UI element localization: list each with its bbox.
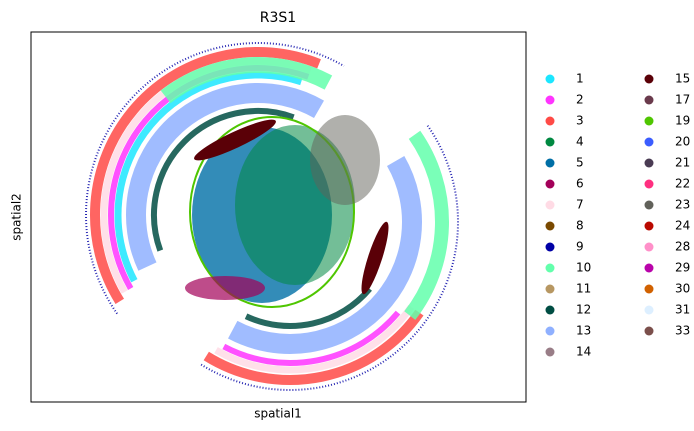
legend-marker — [644, 158, 654, 168]
legend-label: 22 — [675, 177, 690, 191]
tissue-band — [244, 286, 372, 329]
legend-label: 1 — [576, 72, 584, 86]
legend-marker — [644, 221, 654, 231]
legend-label: 7 — [576, 198, 584, 212]
legend-marker — [644, 74, 654, 84]
legend-label: 15 — [675, 72, 690, 86]
legend-label: 13 — [576, 324, 591, 338]
tissue-band — [222, 310, 401, 366]
legend-marker — [545, 284, 555, 294]
legend-label: 14 — [576, 345, 591, 359]
tissue-band — [114, 71, 303, 283]
legend-label: 9 — [576, 240, 584, 254]
tissue-band — [160, 57, 333, 104]
plot-area — [85, 42, 459, 391]
legend-label: 19 — [675, 114, 690, 128]
legend-marker — [644, 95, 654, 105]
legend-label: 21 — [675, 156, 690, 170]
tissue-band — [214, 304, 415, 374]
legend-label: 23 — [675, 198, 690, 212]
tissue-band — [404, 130, 449, 320]
legend-label: 4 — [576, 135, 584, 149]
legend-marker — [545, 326, 555, 336]
legend-marker — [545, 179, 555, 189]
tissue-band — [126, 83, 324, 271]
legend-label: 11 — [576, 282, 591, 296]
legend-marker — [644, 116, 654, 126]
chart-title: R3S1 — [260, 10, 296, 26]
tissue-band — [203, 309, 424, 385]
legend-marker — [545, 221, 555, 231]
legend-marker — [545, 347, 555, 357]
legend-marker — [644, 263, 654, 273]
x-axis-label: spatial1 — [254, 407, 302, 421]
legend-marker — [545, 200, 555, 210]
legend-label: 30 — [675, 282, 690, 296]
legend-marker — [545, 137, 555, 147]
legend-marker — [644, 284, 654, 294]
legend-label: 8 — [576, 219, 584, 233]
legend-marker — [644, 179, 654, 189]
legend-label: 10 — [576, 261, 591, 275]
tissue-band-dark — [194, 119, 276, 161]
legend-label: 29 — [675, 261, 690, 275]
legend-marker — [545, 95, 555, 105]
legend-label: 33 — [675, 324, 690, 338]
legend-label: 5 — [576, 156, 584, 170]
legend-marker — [545, 74, 555, 84]
tissue-region — [185, 276, 265, 300]
legend-label: 6 — [576, 177, 584, 191]
legend-marker — [644, 305, 654, 315]
legend: 1234567891011121314151719202122232428293… — [545, 72, 690, 359]
legend-label: 3 — [576, 114, 584, 128]
legend-marker — [644, 242, 654, 252]
legend-marker — [644, 200, 654, 210]
legend-label: 20 — [675, 135, 690, 149]
tissue-band-dark — [361, 221, 389, 295]
legend-label: 12 — [576, 303, 591, 317]
tissue-region — [310, 115, 380, 205]
y-axis-label: spatial2 — [10, 193, 24, 241]
legend-label: 31 — [675, 303, 690, 317]
tissue-band — [90, 47, 321, 305]
axes-frame — [30, 31, 527, 403]
legend-marker — [644, 326, 654, 336]
tissue-core-rim — [189, 116, 355, 308]
legend-label: 28 — [675, 240, 690, 254]
legend-label: 2 — [576, 93, 584, 107]
legend-marker — [545, 305, 555, 315]
legend-marker — [545, 158, 555, 168]
legend-marker — [545, 263, 555, 273]
tissue-band — [200, 125, 459, 391]
tissue-band — [228, 156, 422, 354]
legend-marker — [545, 242, 555, 252]
tissue-band — [151, 108, 295, 252]
legend-marker — [545, 116, 555, 126]
legend-label: 24 — [675, 219, 690, 233]
legend-marker — [644, 137, 654, 147]
legend-label: 17 — [675, 93, 690, 107]
